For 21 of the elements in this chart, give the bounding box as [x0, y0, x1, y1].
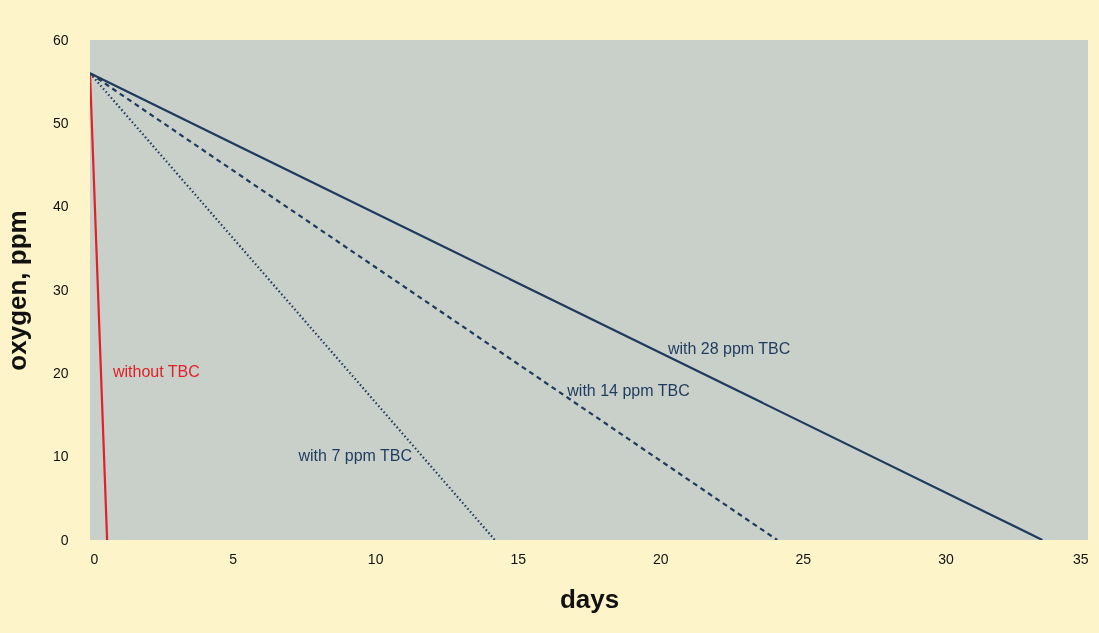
- series-label: with 7 ppm TBC: [297, 447, 413, 464]
- x-tick-label: 10: [367, 550, 384, 567]
- y-tick-label: 20: [52, 364, 69, 381]
- y-tick-label: 60: [52, 31, 69, 48]
- series-label: without TBC: [111, 363, 200, 380]
- x-tick-label: 30: [938, 550, 954, 567]
- x-tick-label: 15: [510, 550, 527, 567]
- x-tick-label: 25: [795, 550, 812, 567]
- y-tick-label: 0: [60, 531, 69, 548]
- series-label: with 28 ppm TBC: [666, 339, 791, 357]
- y-tick-label: 40: [52, 198, 69, 215]
- x-tick-label: 20: [653, 550, 669, 567]
- y-tick-label: 30: [52, 281, 69, 298]
- x-tick-label: 0: [90, 550, 99, 567]
- y-axis-title: oxygen, ppm: [1, 210, 32, 371]
- series-label: with 14 ppm TBC: [566, 381, 690, 399]
- x-axis-title: days: [559, 583, 620, 614]
- x-tick-label: 5: [229, 550, 238, 567]
- y-tick-label: 10: [52, 448, 69, 465]
- x-tick-label: 35: [1072, 550, 1089, 567]
- y-tick-label: 50: [52, 114, 69, 131]
